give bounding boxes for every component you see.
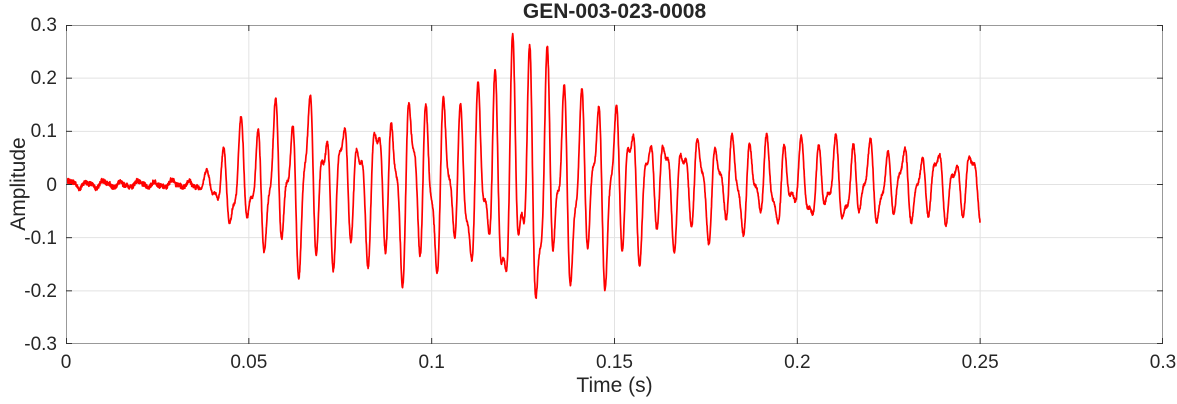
x-tick-label: 0.2: [784, 352, 811, 373]
y-tick-label: -0.1: [24, 227, 57, 249]
chart-title: GEN-003-023-0008: [522, 0, 707, 23]
x-tick-label: 0.05: [230, 352, 268, 373]
x-tick-label: 0.1: [418, 352, 445, 373]
y-tick-label: -0.3: [24, 334, 57, 355]
x-tick-label: 0.25: [961, 352, 999, 373]
x-tick-label: 0: [60, 352, 72, 373]
x-tick-label: 0.3: [1149, 352, 1177, 373]
plot-svg: [66, 25, 1163, 344]
y-tick-label: 0.3: [30, 15, 57, 36]
y-tick-label: 0: [46, 174, 57, 196]
waveform-line: [66, 32, 981, 300]
x-tick-label: 0.15: [596, 352, 633, 373]
y-tick-label: 0.2: [30, 68, 57, 90]
x-axis-label: Time (s): [576, 374, 653, 397]
y-tick-label: -0.2: [24, 280, 57, 302]
y-tick-label: 0.1: [30, 121, 57, 143]
